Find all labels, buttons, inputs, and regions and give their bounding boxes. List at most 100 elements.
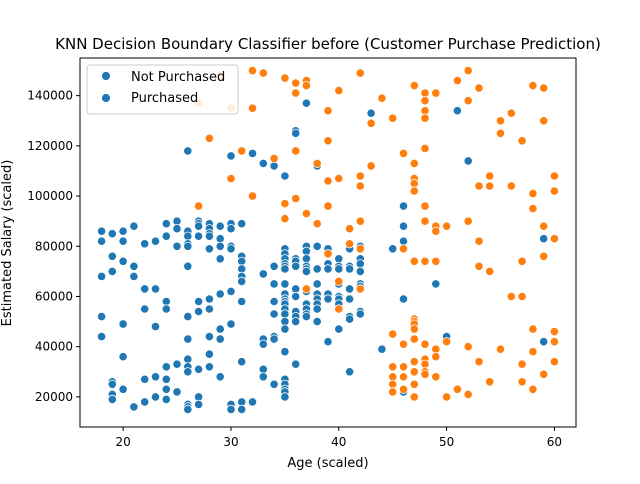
data-point bbox=[388, 387, 398, 397]
data-point bbox=[280, 324, 290, 334]
data-point bbox=[107, 251, 117, 261]
data-point bbox=[539, 83, 549, 93]
data-point bbox=[215, 234, 225, 244]
data-point bbox=[301, 266, 311, 276]
data-point bbox=[344, 314, 355, 324]
data-point bbox=[183, 354, 193, 364]
data-point bbox=[291, 128, 301, 138]
plot-points bbox=[97, 66, 560, 414]
data-point bbox=[237, 256, 247, 266]
data-point bbox=[269, 309, 279, 319]
data-point bbox=[409, 81, 419, 91]
data-point bbox=[312, 219, 322, 229]
data-point bbox=[420, 88, 430, 98]
data-point bbox=[161, 394, 171, 404]
data-point bbox=[388, 244, 398, 254]
data-point bbox=[355, 181, 365, 191]
data-point bbox=[398, 221, 409, 231]
data-point bbox=[463, 156, 473, 166]
data-point bbox=[107, 229, 117, 239]
data-point bbox=[183, 404, 193, 414]
data-point bbox=[431, 352, 441, 362]
data-point bbox=[237, 219, 247, 229]
data-point bbox=[107, 266, 117, 276]
data-point bbox=[140, 374, 150, 384]
data-point bbox=[463, 66, 473, 76]
data-point bbox=[485, 377, 495, 387]
x-tick-label: 60 bbox=[547, 435, 562, 449]
data-point bbox=[183, 367, 193, 377]
data-point bbox=[183, 311, 193, 322]
data-point bbox=[226, 151, 236, 161]
data-point bbox=[280, 392, 290, 402]
data-point bbox=[409, 256, 419, 266]
data-point bbox=[161, 231, 171, 241]
data-point bbox=[485, 266, 495, 276]
data-point bbox=[258, 68, 268, 78]
data-point bbox=[97, 226, 107, 236]
data-point bbox=[226, 404, 236, 414]
data-point bbox=[388, 379, 398, 389]
data-point bbox=[129, 261, 139, 271]
y-tick-label: 140000 bbox=[27, 89, 73, 103]
data-point bbox=[388, 113, 398, 123]
data-point bbox=[97, 331, 107, 342]
data-point bbox=[334, 324, 344, 334]
data-point bbox=[172, 224, 182, 234]
data-point bbox=[398, 244, 409, 254]
data-point bbox=[539, 116, 549, 126]
data-point bbox=[194, 399, 204, 409]
y-tick-label: 100000 bbox=[27, 189, 73, 203]
data-point bbox=[463, 96, 473, 106]
data-point bbox=[398, 201, 409, 211]
data-point bbox=[237, 357, 247, 367]
data-point bbox=[355, 259, 365, 269]
data-point bbox=[118, 236, 128, 246]
data-point bbox=[474, 181, 484, 191]
data-point bbox=[226, 224, 236, 234]
data-point bbox=[107, 379, 117, 389]
x-axis-label: Age (scaled) bbox=[287, 456, 368, 471]
data-point bbox=[280, 264, 290, 274]
data-point bbox=[183, 231, 193, 241]
x-tick-label: 20 bbox=[115, 435, 130, 449]
data-point bbox=[226, 319, 236, 329]
data-point bbox=[312, 241, 322, 251]
data-point bbox=[420, 216, 430, 226]
data-point bbox=[441, 221, 452, 231]
data-point bbox=[323, 106, 333, 116]
data-point bbox=[549, 234, 560, 244]
data-point bbox=[441, 337, 452, 347]
data-point bbox=[506, 181, 516, 191]
data-point bbox=[215, 324, 225, 334]
data-point bbox=[237, 296, 247, 307]
data-point bbox=[97, 311, 107, 322]
data-point bbox=[280, 279, 290, 289]
data-point bbox=[452, 76, 462, 86]
data-point bbox=[549, 171, 560, 181]
data-point bbox=[431, 88, 441, 98]
data-point bbox=[215, 334, 225, 344]
data-point bbox=[420, 201, 430, 211]
data-point bbox=[506, 108, 516, 118]
plot-area-frame bbox=[79, 57, 577, 428]
data-point bbox=[291, 88, 301, 98]
data-point bbox=[344, 239, 355, 249]
data-point bbox=[237, 276, 247, 286]
data-point bbox=[312, 264, 322, 274]
data-point bbox=[528, 204, 538, 214]
x-tick-label: 40 bbox=[331, 435, 346, 449]
data-point bbox=[539, 337, 549, 347]
data-point bbox=[312, 304, 322, 314]
data-point bbox=[269, 379, 279, 389]
y-tick-label: 80000 bbox=[35, 239, 73, 253]
data-point bbox=[334, 173, 344, 184]
data-point bbox=[398, 339, 409, 349]
data-point bbox=[107, 394, 117, 404]
data-point bbox=[194, 201, 204, 211]
data-point bbox=[129, 221, 139, 231]
data-point bbox=[323, 337, 333, 347]
data-point bbox=[398, 384, 409, 394]
data-point bbox=[301, 81, 311, 91]
data-point bbox=[366, 118, 376, 128]
